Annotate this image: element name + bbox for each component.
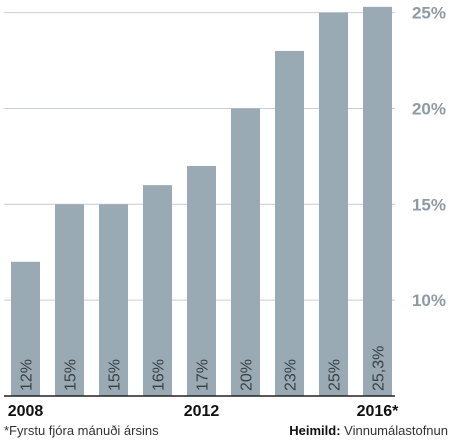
bar (143, 185, 172, 396)
source-note: Heimild: Vinnumálastofnun (289, 423, 448, 438)
x-axis-tick-labels: 2008 2012 2016* (8, 403, 399, 420)
bar-value-label: 20% (239, 359, 256, 391)
x-tick-label: 2016* (357, 403, 400, 420)
bar (99, 204, 128, 396)
bar (55, 204, 84, 396)
x-tick-label: 2008 (8, 403, 44, 420)
bar (319, 12, 348, 397)
bar-value-label: 15% (107, 359, 124, 391)
bar (187, 165, 216, 396)
bar-value-label: 17% (195, 359, 212, 391)
x-tick-label: 2012 (184, 403, 220, 420)
bar-value-label: 12% (19, 359, 36, 391)
bar-value-label: 23% (283, 359, 300, 391)
source-label: Heimild: (289, 423, 341, 438)
y-tick-label: 10% (412, 291, 446, 310)
bar-value-label: 25% (327, 359, 344, 391)
bar (275, 50, 304, 397)
footnote: *Fyrstu fjóra mánuði ársins (4, 423, 159, 438)
bar (11, 261, 40, 396)
bar-value-label: 16% (151, 359, 168, 391)
bar-value-label: 15% (63, 359, 80, 391)
bar (231, 108, 260, 396)
y-tick-label: 25% (412, 4, 446, 23)
y-tick-label: 15% (412, 195, 446, 214)
bars (11, 6, 392, 397)
y-axis-tick-labels: 10% 15% 20% 25% (412, 4, 446, 311)
bar-value-labels: 12% 15% 15% 16% 17% 20% 23% 25% 25,3% (19, 346, 388, 391)
bar (363, 6, 392, 397)
source-value: Vinnumálastofnun (344, 423, 448, 438)
bar-value-label: 25,3% (371, 346, 388, 391)
y-tick-label: 20% (412, 99, 446, 118)
